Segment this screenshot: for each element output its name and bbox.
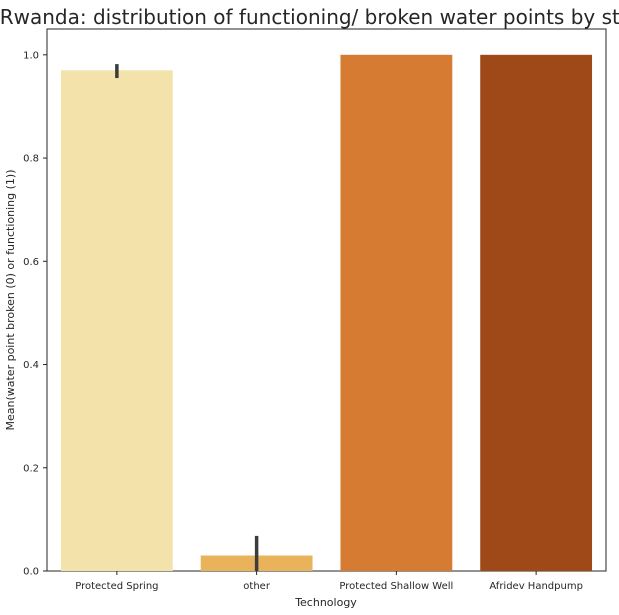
plot-frame (46, 28, 607, 572)
x-axis-label: Technology (294, 596, 357, 609)
y-tick-label-1: 0.2 (23, 463, 39, 474)
x-tick-label-3: Afridev Handpump (489, 581, 583, 592)
x-tick-label-1: other (243, 581, 271, 592)
x-axis: Protected Spring other Protected Shallow W… (75, 571, 583, 592)
y-tick-label-0: 0.0 (23, 567, 39, 578)
bars (60, 54, 593, 572)
error-bars (115, 64, 259, 571)
bar-3 (480, 54, 593, 572)
bar-0 (60, 70, 173, 572)
y-tick-label-5: 1.0 (23, 50, 39, 61)
bar-2 (340, 54, 453, 572)
y-tick-label-2: 0.4 (23, 360, 39, 371)
y-axis: 0.0 0.2 0.4 0.6 0.8 1.0 (23, 50, 47, 578)
x-tick-label-0: Protected Spring (75, 581, 158, 592)
x-tick-label-2: Protected Shallow Well (339, 581, 453, 592)
chart-title: Rwanda: distribution of functioning/ bro… (0, 5, 619, 29)
y-axis-label: Mean(water point broken (0) or functioni… (4, 170, 17, 431)
y-tick-label-3: 0.6 (23, 257, 39, 268)
y-tick-label-4: 0.8 (23, 154, 39, 165)
